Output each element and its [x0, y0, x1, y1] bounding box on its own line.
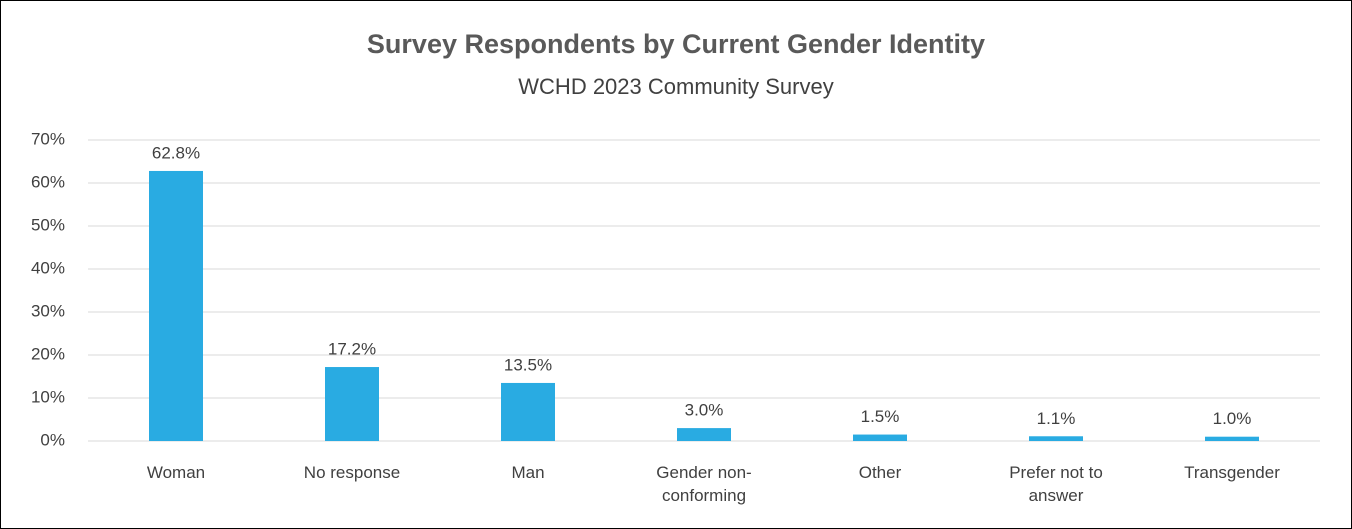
y-tick-label: 60% — [31, 172, 65, 191]
bar — [149, 170, 203, 441]
chart-subtitle: WCHD 2023 Community Survey — [518, 74, 833, 99]
y-tick-label: 50% — [31, 215, 65, 234]
y-tick-label: 40% — [31, 258, 65, 277]
bar — [1029, 436, 1083, 441]
data-label: 1.5% — [861, 407, 900, 426]
bar — [853, 434, 907, 441]
bar — [325, 367, 379, 441]
data-label: 1.1% — [1037, 409, 1076, 428]
data-label: 62.8% — [152, 143, 200, 162]
data-label: 1.0% — [1213, 409, 1252, 428]
x-tick-label: Prefer not to answer — [1009, 463, 1103, 505]
y-tick-label: 30% — [31, 301, 65, 320]
x-tick-label: Gender non-conforming — [656, 463, 752, 505]
x-tick-label: Other — [858, 463, 902, 482]
y-tick-label: 70% — [31, 129, 65, 148]
x-tick-label: Transgender — [1184, 463, 1280, 482]
data-label: 3.0% — [685, 401, 724, 420]
bar — [677, 428, 731, 441]
data-label: 13.5% — [504, 355, 552, 374]
chart-title: Survey Respondents by Current Gender Ide… — [367, 29, 985, 59]
x-tick-label: Man — [511, 463, 545, 482]
data-label: 17.2% — [328, 340, 376, 359]
y-tick-label: 10% — [31, 387, 65, 406]
x-tick-label: No response — [303, 463, 401, 482]
bar — [1205, 436, 1259, 441]
y-tick-label: 20% — [31, 344, 65, 363]
x-tick-label: Woman — [146, 463, 206, 482]
bar — [501, 382, 555, 441]
y-tick-label: 0% — [40, 430, 65, 449]
